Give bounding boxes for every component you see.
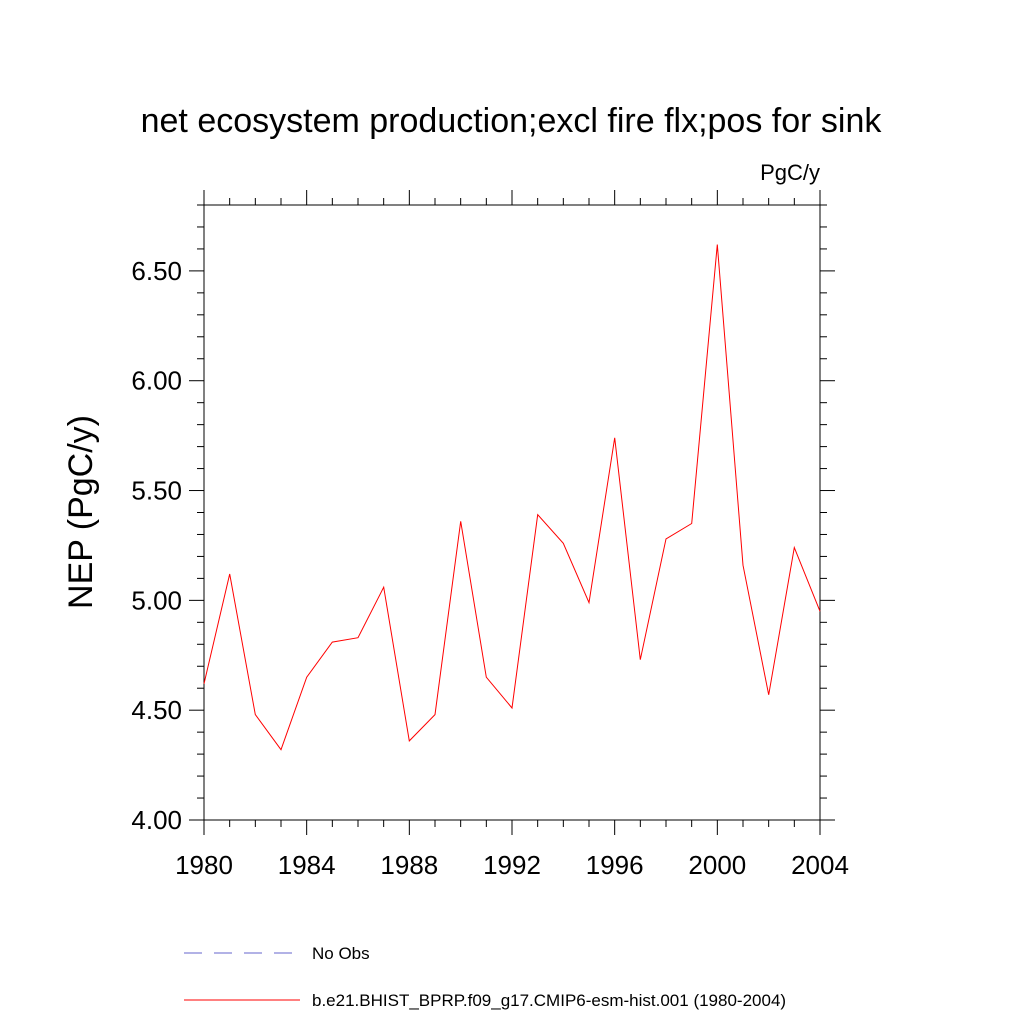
x-tick-label: 1996 [586,850,644,880]
x-tick-label: 1984 [278,850,336,880]
x-tick-label: 2000 [688,850,746,880]
legend-label-no-obs: No Obs [312,944,370,963]
y-tick-label: 5.00 [131,585,182,615]
series-line [203,244,821,751]
plot-frame [203,204,821,821]
series-lines [203,244,821,751]
legend-label-model: b.e21.BHIST_BPRP.f09_g17.CMIP6-esm-hist.… [312,991,786,1010]
x-tick-label: 2004 [791,850,849,880]
y-tick-label: 4.00 [131,805,182,835]
y-tick-label: 6.00 [131,366,182,396]
x-tick-label: 1988 [380,850,438,880]
y-axis-label: NEP (PgC/y) [62,415,100,609]
legend: No Obs b.e21.BHIST_BPRP.f09_g17.CMIP6-es… [184,944,786,1010]
y-tick-labels: 4.00 4.50 5.00 5.50 6.00 6.50 [131,256,182,835]
chart-title: net ecosystem production;excl fire flx;p… [141,102,883,140]
x-tick-label: 1992 [483,850,541,880]
y-tick-label: 6.50 [131,256,182,286]
y-tick-label: 5.50 [131,476,182,506]
x-tick-labels: 1980 1984 1988 1992 1996 2000 2004 [175,850,849,880]
tick-marks [189,190,835,835]
y-tick-label: 4.50 [131,695,182,725]
units-label: PgC/y [760,160,820,185]
x-tick-label: 1980 [175,850,233,880]
